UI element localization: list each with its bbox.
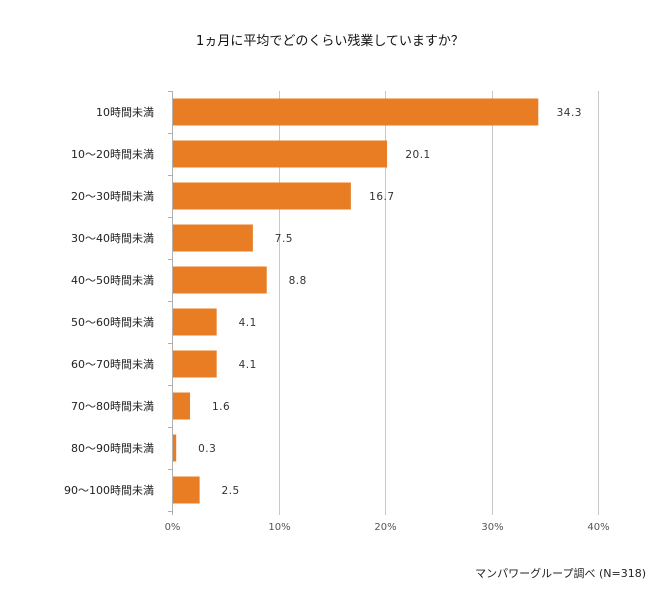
- category-label: 30〜40時間未満: [71, 232, 154, 245]
- chart-title: 1ヵ月に平均でどのくらい残業していますか？: [196, 34, 464, 49]
- data-label: 2.5: [222, 485, 240, 497]
- x-tick-label: 30%: [481, 522, 503, 533]
- bar: [173, 434, 177, 462]
- gridlines: [168, 91, 599, 515]
- category-label: 60〜70時間未満: [71, 358, 154, 371]
- data-label: 1.6: [212, 401, 230, 413]
- category-label: 90〜100時間未満: [64, 484, 154, 497]
- category-label: 10〜20時間未満: [71, 148, 154, 161]
- data-label: 0.3: [198, 443, 216, 455]
- data-label: 34.3: [557, 107, 582, 119]
- bar: [173, 266, 267, 294]
- bars: [173, 98, 539, 504]
- x-tick-label: 0%: [165, 522, 181, 533]
- category-label: 80〜90時間未満: [71, 442, 154, 455]
- x-tick-label: 10%: [268, 522, 290, 533]
- bar: [173, 476, 200, 504]
- bar: [173, 392, 191, 420]
- bar: [173, 308, 217, 336]
- x-tick-label: 20%: [374, 522, 396, 533]
- data-label: 20.1: [405, 149, 430, 161]
- data-label: 16.7: [369, 191, 394, 203]
- bar: [173, 140, 388, 168]
- source-note: マンパワーグループ調べ (N=318): [475, 567, 646, 580]
- category-label: 40〜50時間未満: [71, 274, 154, 287]
- category-label: 20〜30時間未満: [71, 190, 154, 203]
- data-label: 7.5: [275, 233, 293, 245]
- category-label: 50〜60時間未満: [71, 316, 154, 329]
- data-label: 4.1: [239, 317, 257, 329]
- bar: [173, 224, 253, 252]
- bar: [173, 350, 217, 378]
- category-label: 70〜80時間未満: [71, 400, 154, 413]
- bar: [173, 98, 539, 126]
- labels: 0% 10% 20% 30% 40% 10時間未満 34.3 10〜20時間未満 20.1 20〜…: [64, 106, 610, 533]
- data-label: 4.1: [239, 359, 257, 371]
- bar: [173, 182, 351, 210]
- category-label: 10時間未満: [96, 106, 154, 119]
- data-label: 8.8: [289, 275, 307, 287]
- x-tick-label: 40%: [587, 522, 609, 533]
